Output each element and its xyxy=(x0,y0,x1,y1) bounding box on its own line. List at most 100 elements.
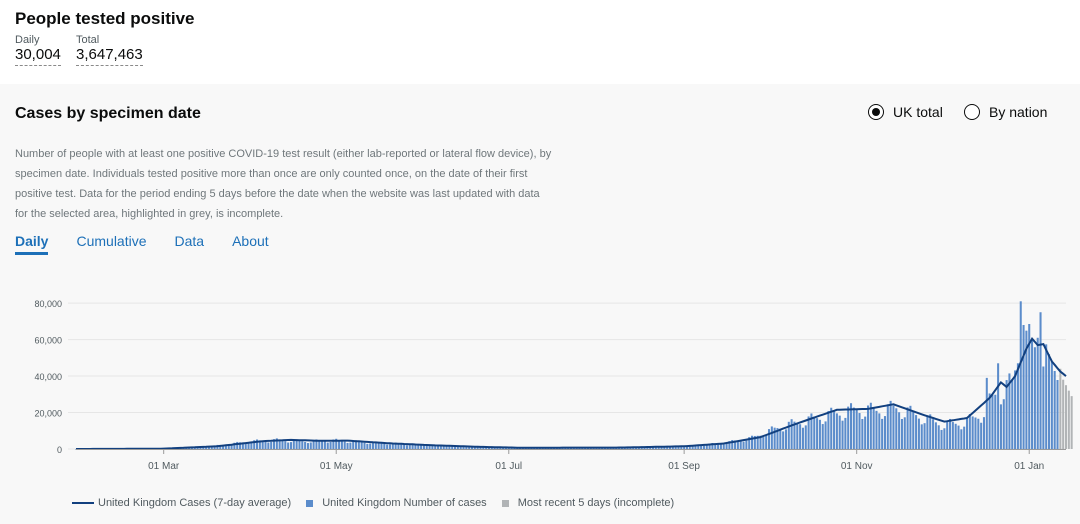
bar[interactable] xyxy=(1031,338,1034,449)
bar[interactable] xyxy=(1005,380,1008,449)
bar[interactable] xyxy=(397,443,400,449)
bar[interactable] xyxy=(267,442,270,449)
bar[interactable] xyxy=(881,418,884,449)
bar[interactable] xyxy=(646,447,649,449)
bar[interactable] xyxy=(207,447,210,449)
bar[interactable] xyxy=(343,441,346,449)
bar[interactable] xyxy=(980,422,983,449)
bar[interactable] xyxy=(485,447,488,449)
bar[interactable] xyxy=(405,445,408,449)
bar[interactable] xyxy=(236,441,239,449)
bar-incomplete[interactable] xyxy=(1059,368,1062,449)
bar[interactable] xyxy=(751,435,754,449)
bar[interactable] xyxy=(437,445,440,449)
bar[interactable] xyxy=(700,445,703,449)
bar[interactable] xyxy=(770,426,773,449)
bar[interactable] xyxy=(858,413,861,449)
bar[interactable] xyxy=(866,405,870,449)
bar[interactable] xyxy=(912,411,915,449)
bar[interactable] xyxy=(841,420,844,449)
bar[interactable] xyxy=(844,417,847,449)
bar[interactable] xyxy=(654,446,657,449)
bar[interactable] xyxy=(258,440,261,449)
radio-by-nation[interactable]: By nation xyxy=(964,104,1047,120)
average-line[interactable] xyxy=(76,336,1067,450)
bar[interactable] xyxy=(196,447,199,449)
bar[interactable] xyxy=(827,411,830,449)
bar[interactable] xyxy=(261,440,264,449)
bar[interactable] xyxy=(934,422,937,449)
bar[interactable] xyxy=(892,405,895,449)
bar[interactable] xyxy=(864,416,867,449)
bar[interactable] xyxy=(985,377,988,449)
bar[interactable] xyxy=(306,443,309,449)
bar[interactable] xyxy=(697,445,700,449)
bar[interactable] xyxy=(250,442,253,449)
bar[interactable] xyxy=(315,439,318,449)
bar[interactable] xyxy=(476,446,479,449)
bar[interactable] xyxy=(937,425,940,449)
bar[interactable] xyxy=(898,412,901,449)
bar[interactable] xyxy=(722,444,725,449)
bar[interactable] xyxy=(965,417,969,449)
bar[interactable] xyxy=(289,442,292,449)
bar[interactable] xyxy=(227,445,230,449)
bar-incomplete[interactable] xyxy=(1070,396,1073,449)
bar[interactable] xyxy=(657,446,660,449)
bar[interactable] xyxy=(264,441,267,449)
bar[interactable] xyxy=(323,441,326,449)
bar[interactable] xyxy=(779,428,782,449)
bar[interactable] xyxy=(830,407,833,449)
bar[interactable] xyxy=(824,421,827,449)
bar[interactable] xyxy=(688,445,691,449)
bar[interactable] xyxy=(1042,366,1045,449)
bar[interactable] xyxy=(411,443,414,449)
bar[interactable] xyxy=(739,440,742,449)
bar[interactable] xyxy=(247,443,250,449)
bar[interactable] xyxy=(468,446,471,449)
bar[interactable] xyxy=(685,446,688,449)
bar[interactable] xyxy=(833,411,836,449)
bar[interactable] xyxy=(230,444,233,449)
bar[interactable] xyxy=(386,444,389,449)
bar[interactable] xyxy=(852,407,855,449)
bar[interactable] xyxy=(202,446,205,449)
bar[interactable] xyxy=(357,441,360,449)
bar[interactable] xyxy=(284,441,287,449)
bar[interactable] xyxy=(728,441,731,449)
bar[interactable] xyxy=(932,419,935,449)
bar[interactable] xyxy=(923,423,926,449)
bar[interactable] xyxy=(275,438,278,449)
bar[interactable] xyxy=(456,446,459,449)
bar[interactable] xyxy=(926,415,929,449)
bar-incomplete[interactable] xyxy=(1067,390,1070,449)
bar[interactable] xyxy=(821,424,824,449)
bar[interactable] xyxy=(1008,373,1011,449)
bar[interactable] xyxy=(272,439,276,449)
bar[interactable] xyxy=(847,406,850,449)
bar[interactable] xyxy=(977,418,980,449)
bar[interactable] xyxy=(332,439,335,449)
bar[interactable] xyxy=(903,417,906,449)
bar[interactable] xyxy=(193,447,196,449)
bar[interactable] xyxy=(360,442,363,449)
bar[interactable] xyxy=(807,416,810,449)
bar[interactable] xyxy=(380,443,383,449)
bar[interactable] xyxy=(1036,337,1039,449)
bar[interactable] xyxy=(270,441,273,449)
bar[interactable] xyxy=(920,424,923,449)
bar[interactable] xyxy=(431,444,434,449)
bar[interactable] xyxy=(321,440,324,449)
bar[interactable] xyxy=(643,447,646,449)
bar[interactable] xyxy=(719,443,722,449)
bar[interactable] xyxy=(762,437,765,449)
bar[interactable] xyxy=(748,437,751,449)
bar[interactable] xyxy=(734,440,737,449)
tab-data[interactable]: Data xyxy=(174,233,205,249)
bar[interactable] xyxy=(889,400,892,449)
bar[interactable] xyxy=(408,445,411,449)
bar[interactable] xyxy=(400,443,403,449)
bar[interactable] xyxy=(281,440,284,449)
bar[interactable] xyxy=(666,447,669,449)
bar[interactable] xyxy=(835,413,838,449)
